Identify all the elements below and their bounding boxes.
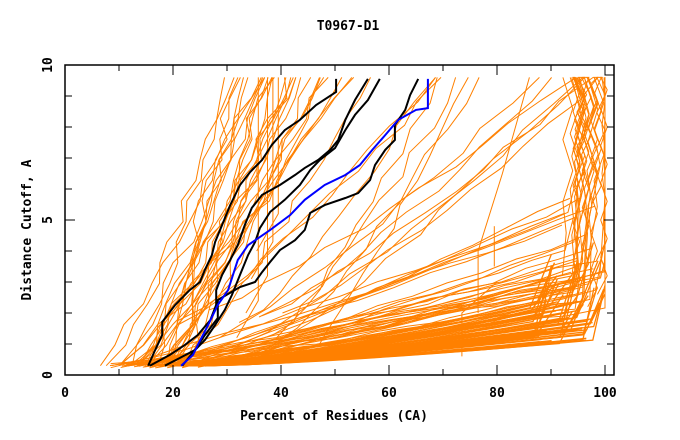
background-model-curve [238, 77, 436, 323]
background-model-curve [182, 278, 576, 369]
background-model-curve [164, 196, 582, 367]
background-model-curve [574, 76, 586, 190]
background-model-curve [118, 77, 353, 367]
background-model-curve [477, 77, 530, 313]
background-model-curve [258, 76, 594, 318]
background-model-curve [165, 77, 297, 366]
background-model-curve [236, 77, 259, 339]
background-model-curve [127, 268, 594, 366]
background-model-curve [110, 77, 588, 369]
y-tick-label: 10 [41, 57, 56, 73]
background-model-curve [176, 77, 442, 322]
y-tick-label: 0 [41, 371, 56, 379]
x-axis-label: Percent of Residues (CA) [240, 409, 428, 424]
background-model-curve [152, 318, 591, 367]
y-tick-label: 5 [41, 216, 56, 224]
background-model-curve [165, 77, 325, 367]
background-model-curve [578, 76, 590, 283]
background-model-curve [282, 77, 599, 314]
background-model-curve [146, 77, 275, 366]
background-model-curve [245, 77, 268, 314]
x-tick-label: 0 [61, 386, 69, 401]
background-model-curve [209, 76, 577, 311]
background-model-curve [126, 77, 586, 365]
background-model-curve [150, 300, 538, 367]
background-model-curve [591, 76, 602, 205]
x-tick-label: 100 [593, 386, 617, 401]
background-model-curve [111, 224, 563, 366]
background-model-curve [209, 340, 552, 367]
x-tick-label: 80 [489, 386, 505, 401]
background-model-curve [131, 77, 225, 366]
background-model-curve [256, 77, 279, 252]
background-model-curve [236, 77, 584, 347]
axis-ticks [64, 64, 614, 376]
background-model-curve [461, 281, 498, 357]
highlighted-model-curves [147, 78, 429, 367]
background-model-curve [136, 77, 302, 367]
background-model-curve [129, 77, 294, 367]
highlight-model-2-curve [149, 78, 369, 367]
chart-title: T0967-D1 [317, 19, 380, 34]
background-model-curve [119, 77, 266, 367]
axis-tick-labels: 0 20 40 60 80 100 0 5 10 [41, 57, 617, 401]
background-model-curve [276, 77, 480, 343]
x-tick-label: 60 [381, 386, 397, 401]
background-model-curve [318, 77, 469, 346]
background-model-curve [153, 285, 573, 367]
x-tick-label: 20 [165, 386, 181, 401]
background-model-curve [261, 77, 552, 317]
background-model-curve [155, 283, 589, 369]
background-model-curve [220, 77, 540, 338]
background-model-curve [587, 76, 599, 308]
highlight-model-1-curve [147, 78, 338, 367]
background-model-curve [170, 77, 273, 366]
background-model-curve [167, 77, 581, 369]
highlight-model-4-curve [181, 78, 420, 367]
highlight-model-3-curve [164, 78, 381, 367]
x-tick-label: 40 [273, 386, 289, 401]
background-model-curves [99, 76, 608, 369]
background-model-curve [125, 77, 606, 367]
background-model-curve [184, 77, 371, 366]
background-model-curve [596, 76, 608, 295]
plot-frame-corner-mark [604, 64, 615, 76]
background-model-curve [105, 77, 235, 367]
selected-model-curve [180, 78, 429, 367]
background-model-curve [137, 77, 329, 367]
y-axis-label: Distance Cutoff, A [20, 159, 35, 300]
background-model-curve [257, 77, 585, 357]
background-model-curve [133, 77, 262, 367]
background-model-curve [569, 76, 581, 298]
